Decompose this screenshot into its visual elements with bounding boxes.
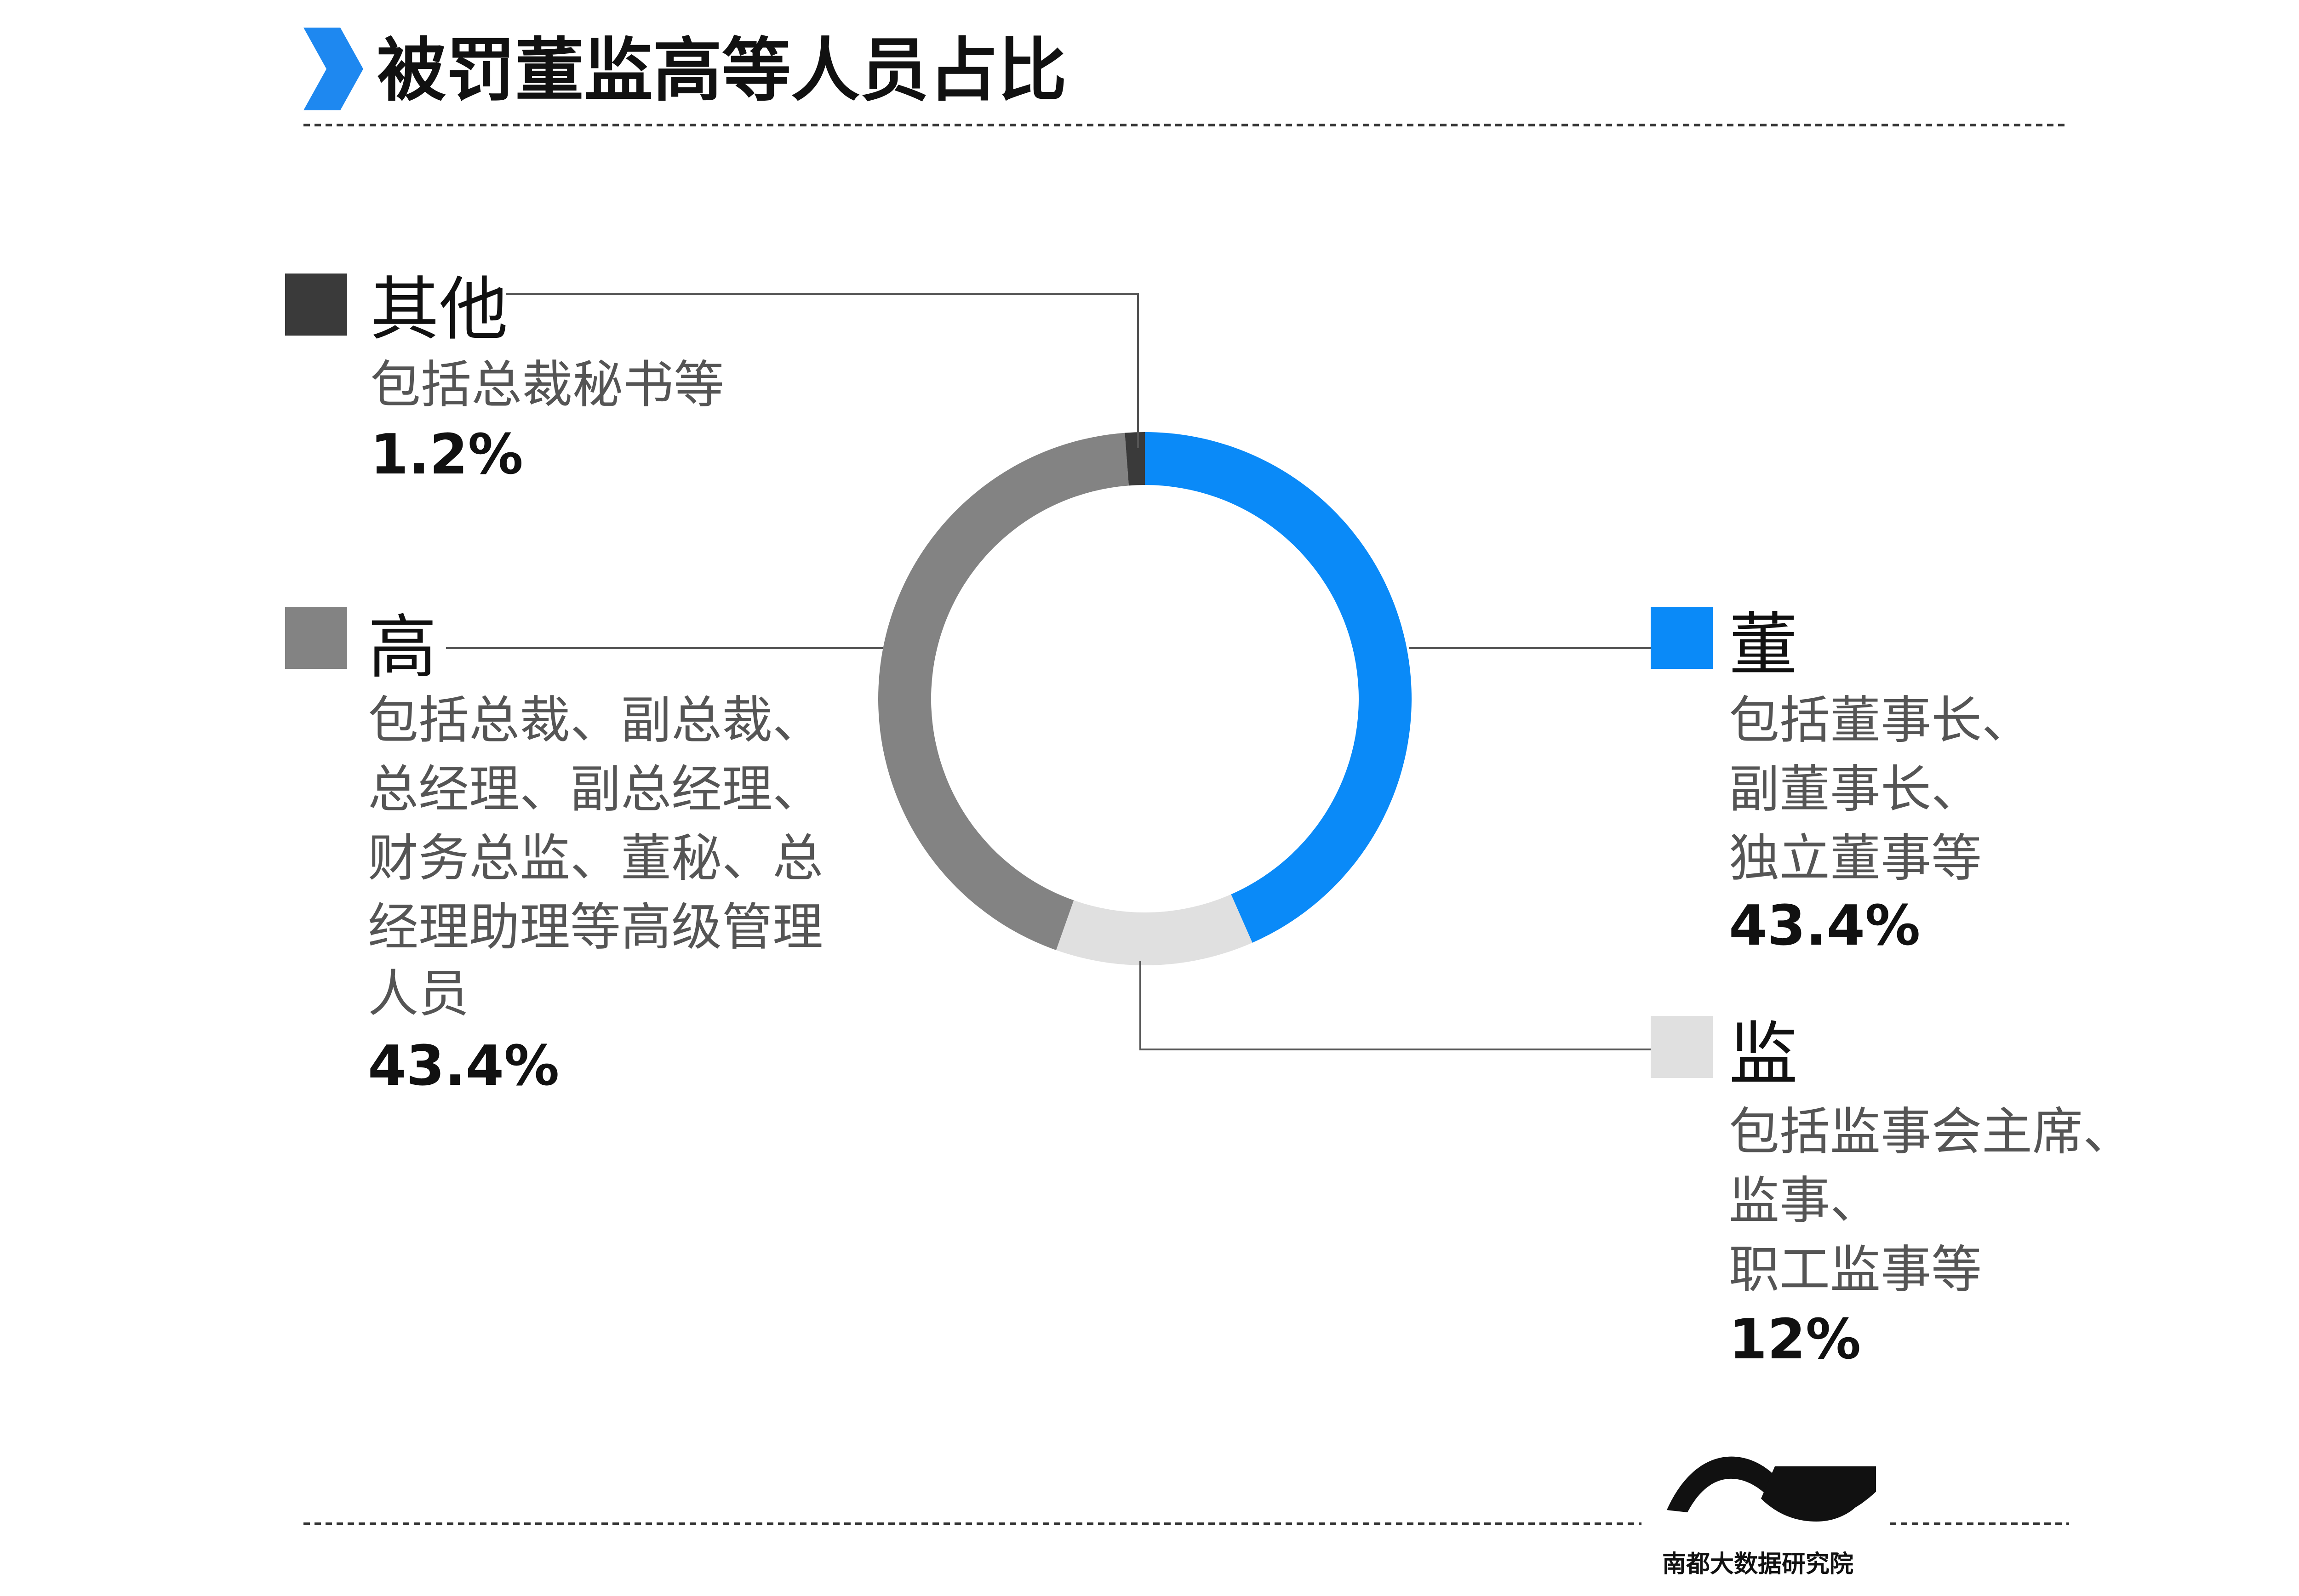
- page-title: 被罚董监高等人员占比: [377, 31, 1067, 111]
- legend-desc-gao-5: 人员: [368, 964, 469, 1023]
- legend-label-other: 其他: [370, 270, 508, 350]
- legend-desc-gao-1: 包括总裁、副总裁、: [368, 691, 823, 750]
- legend-dong: 董 包括董事长、 副董事长、 独立董事等 43.4%: [1651, 605, 2032, 958]
- nandu-logo-icon: [1667, 1456, 1876, 1522]
- donut-slice-dong: [1145, 432, 1412, 943]
- legend-desc-gao-3: 财务总监、董秘、总: [368, 829, 823, 888]
- legend-swatch-other: [285, 274, 347, 336]
- donut-slice-gao: [878, 433, 1129, 950]
- legend-desc-gao-4: 经理助理等高级管理: [368, 898, 823, 957]
- chevron-icon: [303, 28, 363, 110]
- leader-lines: [446, 293, 1651, 1050]
- brand-name: 南都大数据研究院: [1662, 1550, 1853, 1578]
- donut-slice-jian: [1056, 894, 1252, 965]
- legend-other: 其他 包括总裁秘书等 1.2%: [285, 270, 724, 487]
- legend-desc-dong-1: 包括董事长、: [1729, 691, 2032, 750]
- legend-desc-jian-2: 监事、: [1729, 1171, 1881, 1230]
- legend-value-dong: 43.4%: [1729, 894, 1920, 958]
- legend-desc-other-1: 包括总裁秘书等: [370, 355, 724, 414]
- legend-jian: 监 包括监事会主席、 监事、 职工监事等 12%: [1651, 1015, 2133, 1372]
- legend-value-other: 1.2%: [370, 423, 523, 487]
- legend-value-jian: 12%: [1729, 1308, 1861, 1372]
- header: 被罚董监高等人员占比: [303, 28, 2069, 126]
- legend-desc-dong-3: 独立董事等: [1729, 829, 1982, 888]
- legend-swatch-dong: [1651, 607, 1713, 669]
- legend-value-gao: 43.4%: [368, 1034, 559, 1098]
- donut-slice-other: [1125, 432, 1145, 486]
- donut-chart: [878, 432, 1412, 965]
- legend-desc-dong-2: 副董事长、: [1729, 760, 1982, 819]
- legend-gao: 高 包括总裁、副总裁、 总经理、副总经理、 财务总监、董秘、总 经理助理等高级管…: [285, 607, 823, 1098]
- legend-desc-jian-3: 职工监事等: [1729, 1240, 1982, 1299]
- legend-label-gao: 高: [368, 608, 437, 688]
- legend-label-jian: 监: [1729, 1015, 1798, 1094]
- legend-desc-gao-2: 总经理、副总经理、: [368, 760, 823, 819]
- legend-desc-jian-1: 包括监事会主席、: [1729, 1102, 2133, 1161]
- legend-label-dong: 董: [1729, 605, 1798, 685]
- legend-swatch-gao: [285, 607, 347, 669]
- legend-swatch-jian: [1651, 1016, 1713, 1078]
- leader-line-jian: [1139, 961, 1651, 1050]
- leader-line-other: [506, 293, 1139, 448]
- footer: 南都大数据研究院: [303, 1456, 2069, 1578]
